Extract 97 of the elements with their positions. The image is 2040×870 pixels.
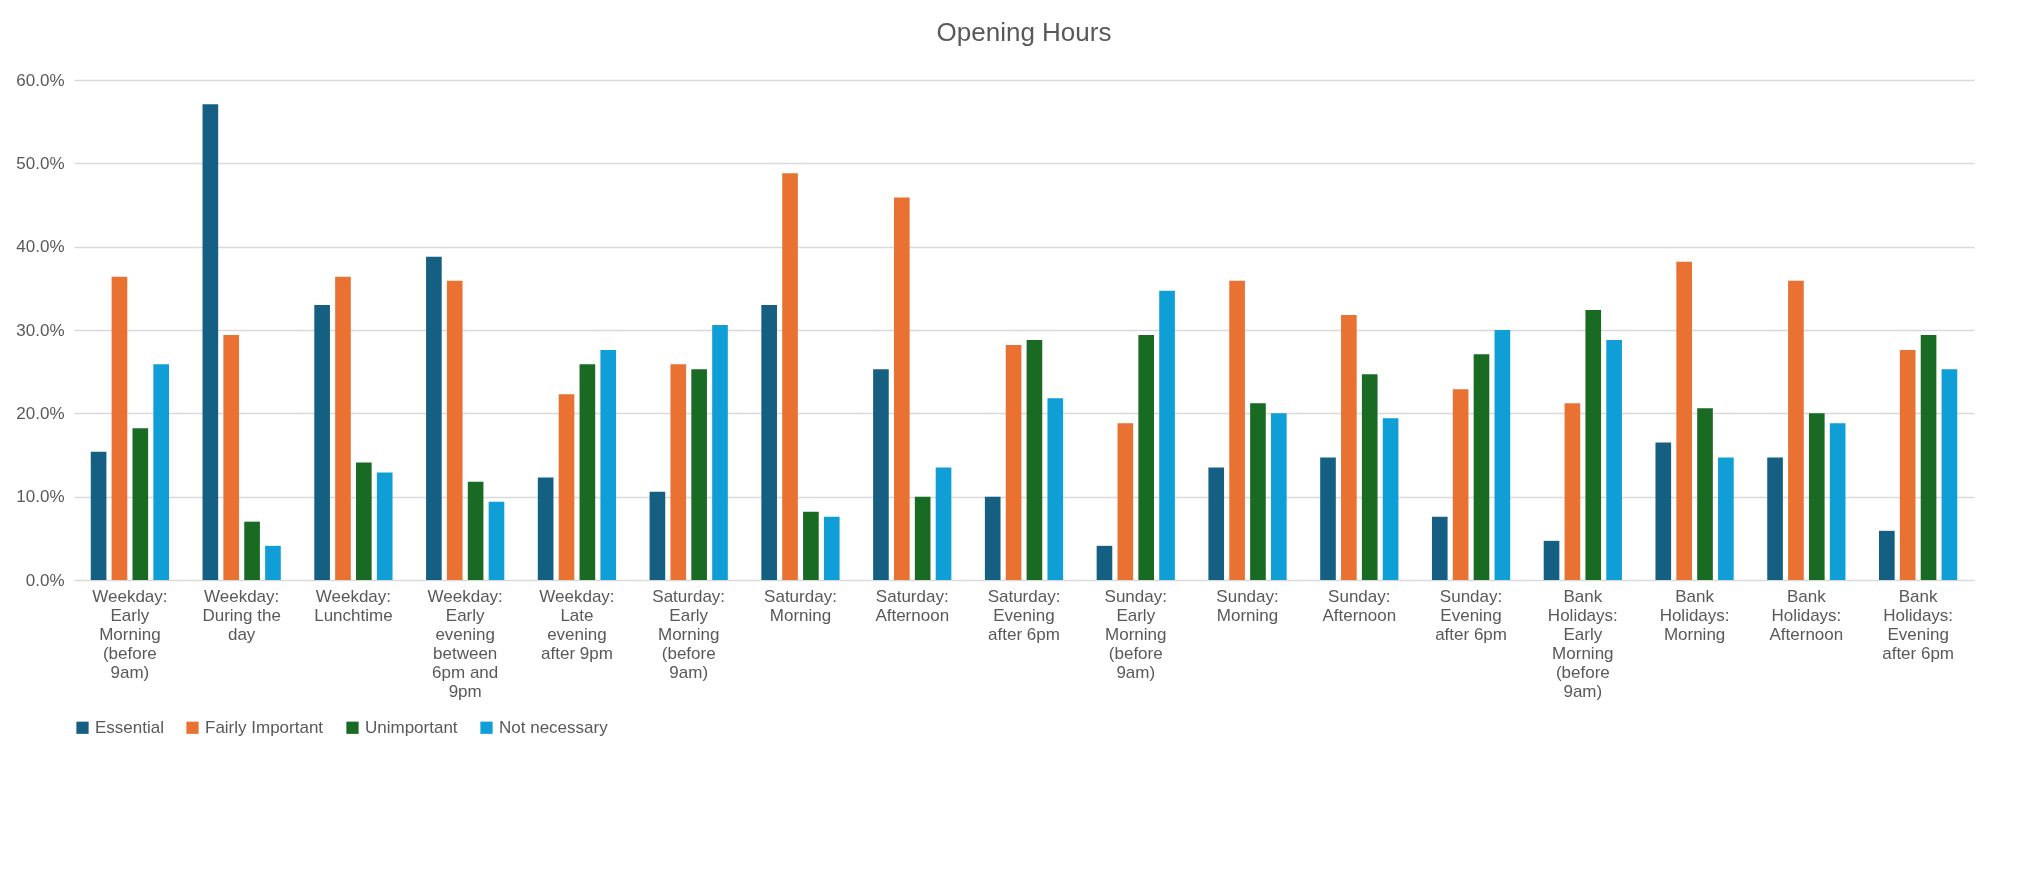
bar [984, 496, 1001, 580]
bar [202, 104, 219, 580]
x-tick-label: Bank Holidays: Evening after 6pm [1882, 586, 1955, 663]
bar [1159, 290, 1175, 580]
x-tick-label: Weekday: Early Morning (before 9am) [92, 586, 168, 682]
bar [823, 516, 840, 580]
bar [356, 462, 372, 580]
bar [893, 197, 910, 580]
y-tick-label: 10.0% [16, 487, 65, 507]
y-tick-label: 20.0% [16, 403, 65, 423]
bar [1208, 467, 1225, 580]
bar [600, 350, 617, 580]
bar [111, 276, 128, 580]
bar [558, 394, 575, 580]
bar [1697, 408, 1713, 580]
bar [1250, 403, 1266, 580]
bar [670, 364, 687, 580]
x-tick-label: Sunday: Evening after 6pm [1435, 586, 1507, 644]
x-tick-label: Saturday: Afternoon [875, 586, 950, 625]
bar [1320, 457, 1336, 580]
legend-label: Fairly Important [205, 717, 324, 737]
bar [1361, 374, 1378, 580]
bar [935, 467, 952, 580]
bar [1543, 540, 1560, 580]
bar [1788, 280, 1804, 580]
bar [265, 545, 281, 580]
bar [1473, 354, 1490, 580]
bar [1718, 457, 1734, 580]
bar [537, 477, 554, 580]
bar [649, 491, 666, 580]
bar [1452, 389, 1469, 580]
bar [1676, 261, 1692, 580]
bar [1606, 340, 1622, 580]
bar [1655, 442, 1672, 580]
bar [579, 364, 596, 580]
bar [761, 305, 777, 580]
bar [90, 451, 107, 580]
legend-label: Unimportant [365, 717, 458, 737]
bar [1271, 413, 1287, 580]
chart-title: Opening Hours [936, 17, 1112, 47]
bar [1431, 516, 1448, 580]
bar [244, 521, 260, 580]
x-tick-label: Saturday: Morning [764, 586, 837, 625]
legend-label: Essential [95, 717, 164, 737]
bar [1341, 315, 1357, 580]
bar [1138, 335, 1155, 580]
bar [446, 280, 463, 580]
bar [1005, 345, 1022, 580]
bar [1808, 413, 1825, 580]
bar [1879, 530, 1895, 580]
bar [782, 173, 798, 580]
bar [1047, 398, 1064, 580]
x-tick-label: Weekday: Lunchtime [314, 586, 393, 625]
x-tick-label: Sunday: Afternoon [1322, 586, 1397, 625]
bar [1941, 369, 1958, 580]
bar [803, 511, 819, 580]
bar [1229, 280, 1245, 580]
bar [223, 335, 240, 580]
legend-label: Not necessary [499, 717, 609, 737]
bar [153, 364, 169, 580]
bar [376, 472, 393, 580]
bar [1920, 335, 1937, 580]
bar [1382, 418, 1399, 580]
bar [1829, 423, 1846, 580]
bar [914, 496, 931, 580]
y-tick-label: 0.0% [25, 570, 65, 590]
bar [1026, 340, 1043, 580]
x-tick-label: Saturday: Evening after 6pm [987, 586, 1061, 644]
bar [467, 481, 484, 580]
bar [1767, 457, 1783, 580]
x-tick-label: Saturday: Early Morning (before 9am) [652, 586, 726, 682]
x-tick-label: Weekday: Late evening after 9pm [539, 586, 615, 663]
bar [873, 369, 889, 580]
bar [1899, 350, 1916, 580]
x-tick-label: Bank Holidays: Afternoon [1769, 586, 1844, 644]
x-tick-label: Weekday: Early evening between 6pm and 9pm [427, 586, 503, 701]
y-tick-label: 40.0% [16, 237, 65, 257]
x-tick-label: Weekday: During the day [202, 586, 281, 644]
bar [1564, 403, 1581, 580]
y-tick-label: 30.0% [16, 320, 65, 340]
x-tick-label: Sunday: Morning [1216, 586, 1279, 625]
bar [712, 325, 728, 580]
bar [488, 501, 505, 580]
y-tick-label: 50.0% [16, 153, 65, 173]
bar [314, 305, 330, 580]
x-tick-label: Bank Holidays: Morning [1659, 586, 1730, 644]
bar [1585, 310, 1602, 580]
bar [691, 369, 707, 580]
x-tick-label: Bank Holidays: Early Morning (before 9am) [1547, 586, 1618, 701]
x-tick-label: Sunday: Early Morning (before 9am) [1104, 586, 1167, 682]
bar [1096, 545, 1113, 580]
bar [1117, 423, 1134, 580]
bar [132, 428, 149, 580]
y-tick-label: 60.0% [16, 70, 65, 90]
bar [426, 256, 442, 580]
bar [335, 276, 351, 580]
bar [1494, 330, 1511, 580]
